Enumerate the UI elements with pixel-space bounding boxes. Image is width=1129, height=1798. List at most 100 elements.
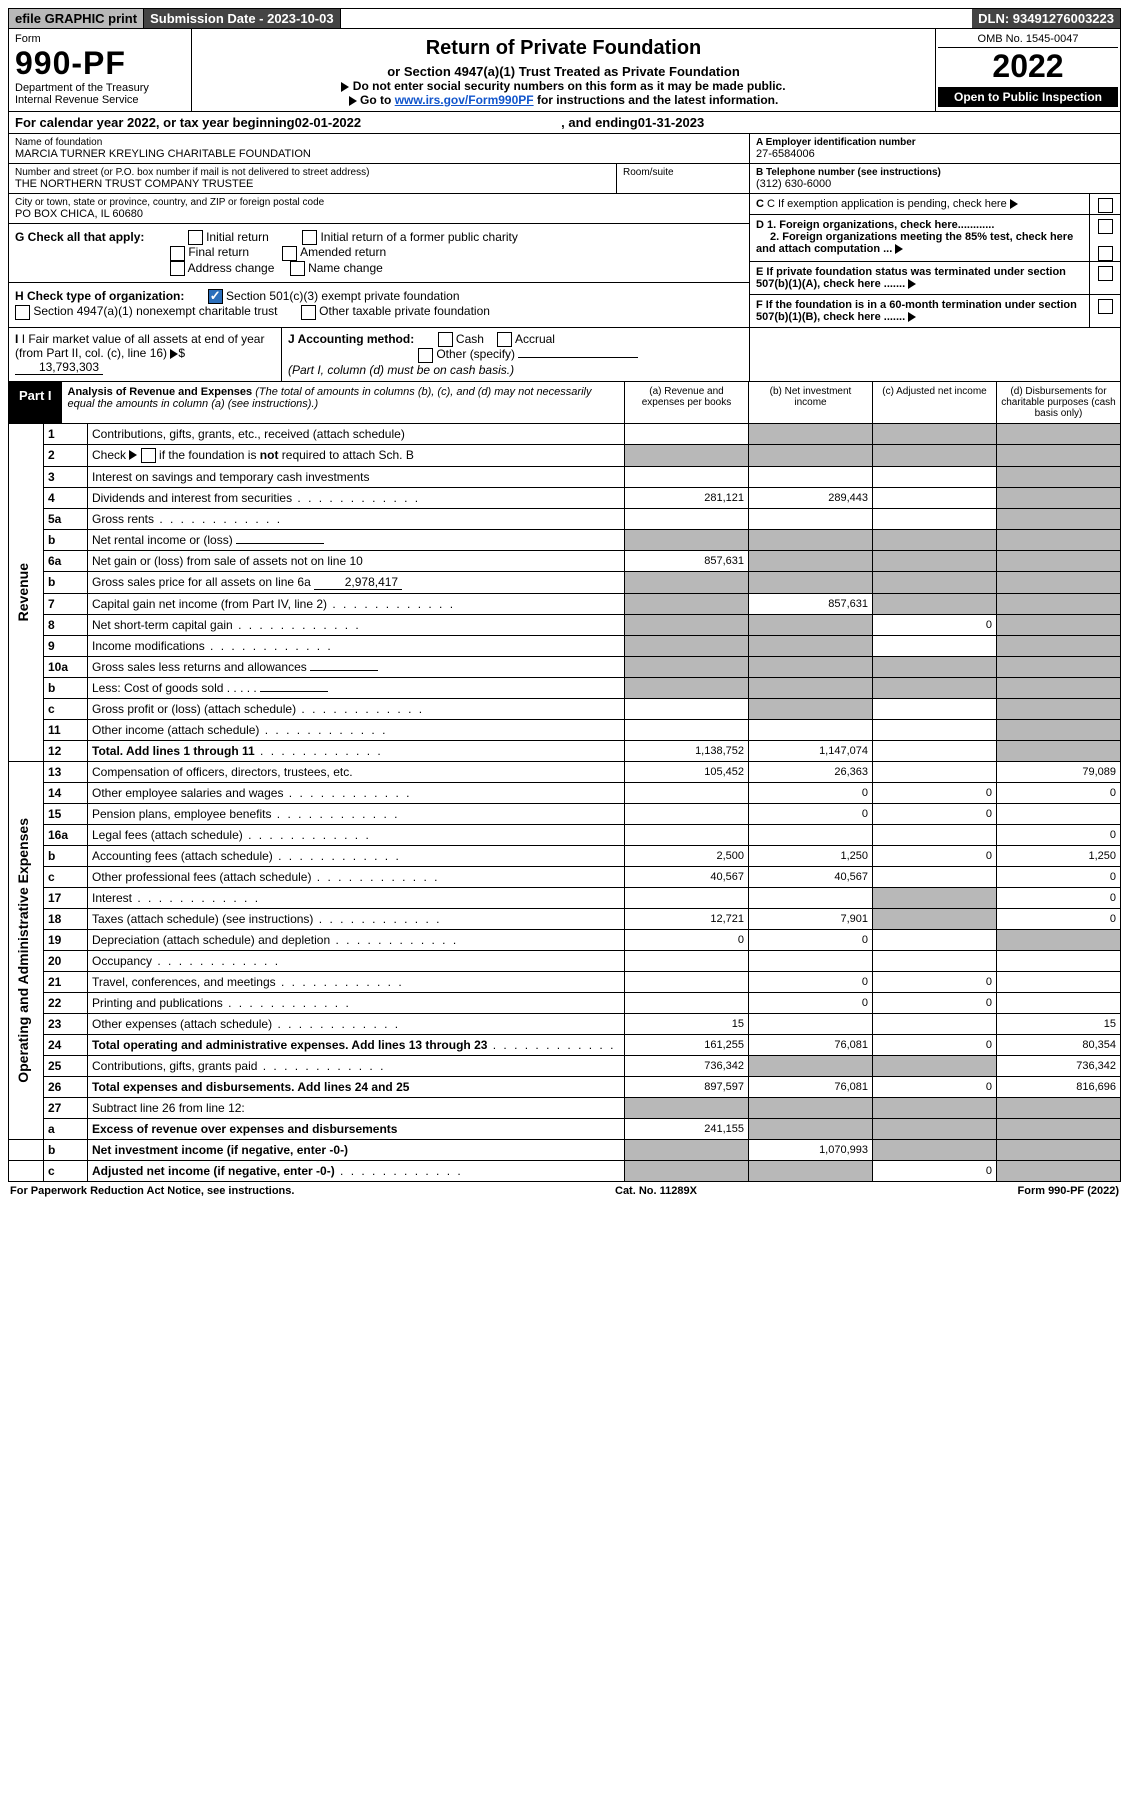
check-other-taxable[interactable]	[301, 305, 316, 320]
check-accrual[interactable]	[497, 332, 512, 347]
check-amended[interactable]	[282, 246, 297, 261]
dept-1: Department of the Treasury	[15, 82, 185, 94]
table-row: 25Contributions, gifts, grants paid 736,…	[9, 1055, 1121, 1076]
col-d-header: (d) Disbursements for charitable purpose…	[996, 382, 1120, 423]
table-row: 3Interest on savings and temporary cash …	[9, 466, 1121, 487]
check-cash[interactable]	[438, 332, 453, 347]
table-row: 17Interest 0	[9, 887, 1121, 908]
check-status-terminated[interactable]	[1098, 266, 1113, 281]
table-row: 21Travel, conferences, and meetings 00	[9, 971, 1121, 992]
triangle-icon	[1010, 199, 1018, 209]
check-foreign-85[interactable]	[1098, 246, 1113, 261]
triangle-icon	[908, 312, 916, 322]
header-center: Return of Private Foundation or Section …	[192, 29, 936, 111]
check-address-change[interactable]	[170, 261, 185, 276]
check-exemption-pending[interactable]	[1098, 198, 1113, 213]
check-sch-b[interactable]	[141, 448, 156, 463]
part1-desc: Analysis of Revenue and Expenses (The to…	[62, 382, 624, 423]
table-row: Revenue 1Contributions, gifts, grants, e…	[9, 424, 1121, 445]
revenue-side-label: Revenue	[13, 553, 33, 631]
name-cell: Name of foundation MARCIA TURNER KREYLIN…	[9, 134, 749, 164]
table-row: 10aGross sales less returns and allowanc…	[9, 656, 1121, 677]
dln: DLN: 93491276003223	[972, 9, 1120, 28]
dept-2: Internal Revenue Service	[15, 94, 185, 106]
f-check-row: F If the foundation is in a 60-month ter…	[750, 295, 1120, 327]
table-row: 11Other income (attach schedule)	[9, 719, 1121, 740]
table-row: 6aNet gain or (loss) from sale of assets…	[9, 550, 1121, 571]
table-row: 12Total. Add lines 1 through 11 1,138,75…	[9, 740, 1121, 761]
fmv-amount: 13,793,303	[15, 360, 103, 375]
check-60-month[interactable]	[1098, 299, 1113, 314]
table-row: cOther professional fees (attach schedul…	[9, 866, 1121, 887]
triangle-icon	[908, 279, 916, 289]
part1-label: Part I	[9, 382, 62, 423]
period-end: 01-31-2023	[638, 115, 705, 130]
form-note-2: Go to www.irs.gov/Form990PF for instruct…	[196, 93, 931, 107]
table-row: 22Printing and publications 00	[9, 992, 1121, 1013]
table-row: bLess: Cost of goods sold . . . . .	[9, 677, 1121, 698]
table-row: bNet rental income or (loss)	[9, 529, 1121, 550]
expenses-side-label: Operating and Administrative Expenses	[13, 808, 33, 1093]
col-a-header: (a) Revenue and expenses per books	[624, 382, 748, 423]
check-name-change[interactable]	[290, 261, 305, 276]
table-row: 14Other employee salaries and wages 000	[9, 782, 1121, 803]
form-label: Form	[15, 33, 185, 45]
calendar-year-row: For calendar year 2022, or tax year begi…	[8, 112, 1121, 134]
table-row: aExcess of revenue over expenses and dis…	[9, 1118, 1121, 1139]
check-final-return[interactable]	[170, 246, 185, 261]
check-4947a1[interactable]	[15, 305, 30, 320]
footer-center: Cat. No. 11289X	[615, 1185, 697, 1197]
street: THE NORTHERN TRUST COMPANY TRUSTEE	[15, 178, 610, 190]
j-section: J Accounting method: Cash Accrual Other …	[282, 328, 750, 381]
triangle-icon	[895, 244, 903, 254]
g-checks: G Check all that apply: Initial return I…	[9, 224, 749, 283]
ein: 27-6584006	[756, 148, 1114, 160]
table-row: 15Pension plans, employee benefits 00	[9, 803, 1121, 824]
open-public-badge: Open to Public Inspection	[938, 87, 1118, 107]
col-b-header: (b) Net investment income	[748, 382, 872, 423]
table-row: 9Income modifications	[9, 635, 1121, 656]
check-initial-former[interactable]	[302, 230, 317, 245]
table-row: bNet investment income (if negative, ent…	[9, 1139, 1121, 1160]
ein-cell: A Employer identification number 27-6584…	[750, 134, 1120, 164]
table-row: 27Subtract line 26 from line 12:	[9, 1097, 1121, 1118]
table-row: 4Dividends and interest from securities …	[9, 487, 1121, 508]
check-other-method[interactable]	[418, 348, 433, 363]
table-row: 5aGross rents	[9, 508, 1121, 529]
triangle-icon	[349, 96, 357, 106]
footer-right: Form 990-PF (2022)	[1018, 1185, 1120, 1197]
header-left: Form 990-PF Department of the Treasury I…	[9, 29, 192, 111]
street-cell: Number and street (or P.O. box number if…	[9, 164, 749, 194]
entity-info: Name of foundation MARCIA TURNER KREYLIN…	[8, 134, 1121, 328]
check-foreign-org[interactable]	[1098, 219, 1113, 234]
foundation-name: MARCIA TURNER KREYLING CHARITABLE FOUNDA…	[15, 148, 743, 160]
col-c-header: (c) Adjusted net income	[872, 382, 996, 423]
table-row: cAdjusted net income (if negative, enter…	[9, 1160, 1121, 1181]
period-begin: 02-01-2022	[295, 115, 362, 130]
triangle-icon	[341, 82, 349, 92]
check-501c3[interactable]	[208, 289, 223, 304]
instructions-link[interactable]: www.irs.gov/Form990PF	[395, 93, 534, 107]
check-initial-return[interactable]	[188, 230, 203, 245]
table-row: Operating and Administrative Expenses 13…	[9, 761, 1121, 782]
city: PO BOX CHICA, IL 60680	[15, 208, 743, 220]
form-title: Return of Private Foundation	[196, 37, 931, 60]
form-number: 990-PF	[15, 45, 185, 82]
table-row: 2Check if the foundation is not required…	[9, 444, 1121, 466]
omb-number: OMB No. 1545-0047	[938, 31, 1118, 48]
table-row: 18Taxes (attach schedule) (see instructi…	[9, 908, 1121, 929]
page-footer: For Paperwork Reduction Act Notice, see …	[8, 1182, 1121, 1200]
table-row: 23Other expenses (attach schedule) 1515	[9, 1013, 1121, 1034]
table-row: 7Capital gain net income (from Part IV, …	[9, 593, 1121, 614]
phone-cell: B Telephone number (see instructions) (3…	[750, 164, 1120, 194]
phone: (312) 630-6000	[756, 178, 1114, 190]
d-check-row: D 1. Foreign organizations, check here..…	[750, 215, 1120, 262]
room-label: Room/suite	[623, 167, 743, 178]
efile-label: efile GRAPHIC print	[9, 9, 144, 28]
ij-row: I I Fair market value of all assets at e…	[8, 328, 1121, 382]
table-row: 19Depreciation (attach schedule) and dep…	[9, 929, 1121, 950]
i-section: I I Fair market value of all assets at e…	[9, 328, 282, 381]
header-right: OMB No. 1545-0047 2022 Open to Public In…	[936, 29, 1120, 111]
c-check-row: C C If exemption application is pending,…	[750, 194, 1120, 215]
submission-date: Submission Date - 2023-10-03	[144, 9, 341, 28]
